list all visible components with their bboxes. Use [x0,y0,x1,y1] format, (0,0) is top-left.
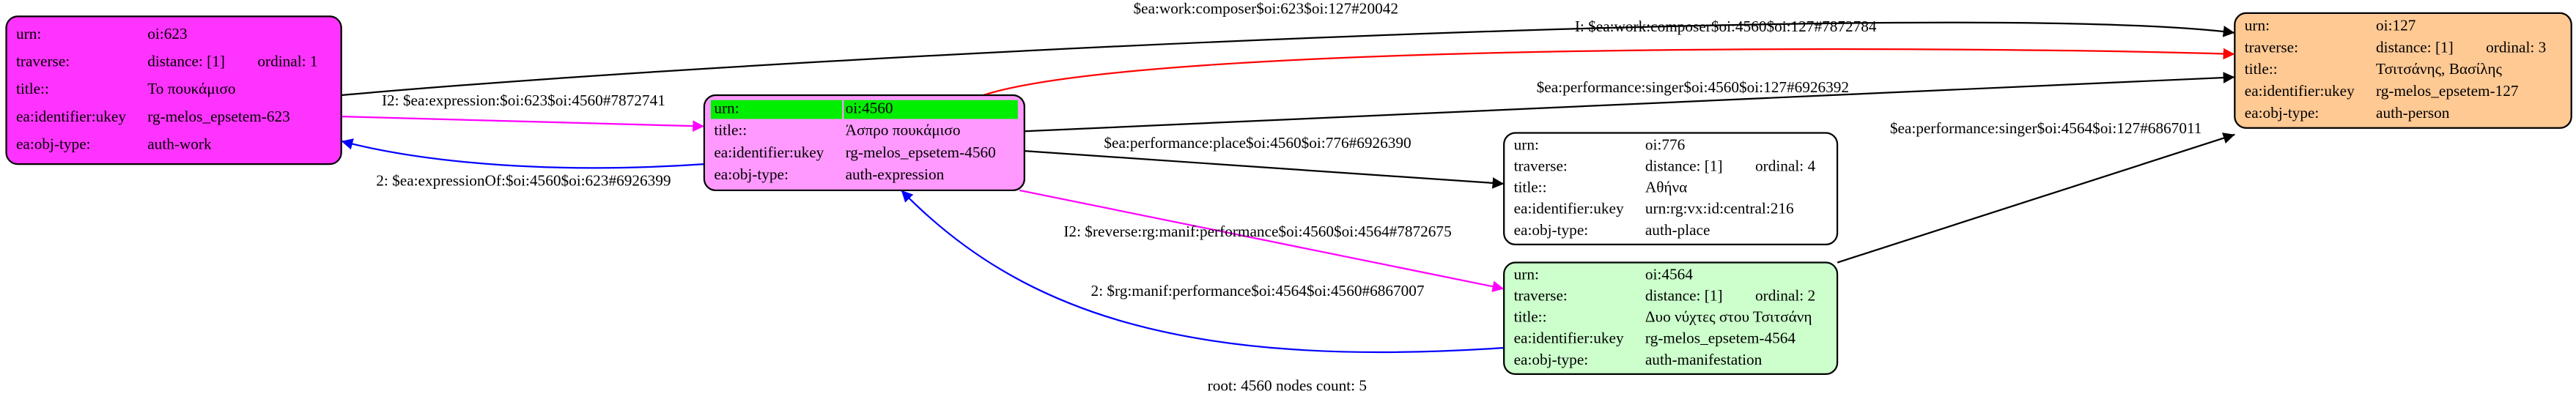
edge [1837,133,2235,264]
row-value: auth-expression [846,165,945,183]
row-value: rg-melos_epsetem-127 [2376,82,2519,100]
edge-label: $ea:performance:place$oi:4560$oi:776#692… [1104,134,1411,152]
edge [1024,150,1505,189]
row-value: rg-melos_epsetem-4564 [1645,330,1796,347]
row-key: ea:identifier:ukey [1514,330,1624,347]
row-key: urn: [16,25,41,42]
edge [983,48,2235,97]
edge [341,138,704,169]
edge [900,190,1505,354]
edge-label: $ea:work:composer$oi:623$oi:127#20042 [1134,0,1398,17]
row-key: traverse: [2245,38,2298,56]
row-value: distance: [1] [1645,286,1723,304]
edge [341,21,2235,97]
row-value: Άσπρο πουκάμισο [846,122,961,139]
row-value: ordinal: 1 [257,52,317,70]
edge-label: 2: $ea:expressionOf:$oi:4560$oi:623#6926… [376,172,671,190]
row-key: urn: [1514,135,1539,153]
row-key: ea:identifier:ukey [16,108,126,125]
edge [1024,72,2235,133]
row-key: urn: [2245,17,2270,34]
row-value: oi:4560 [846,99,893,116]
edge-label: I2: $ea:expression:$oi:623$oi:4560#78727… [382,92,665,109]
edge [1019,189,1505,292]
node-box [1503,132,1839,246]
nodes: urn: oi:623 traverse: distance: [1] ordinal:… [5,12,2572,376]
row-key: traverse: [1514,286,1568,304]
highlight [844,100,1018,119]
row-value: auth-person [2376,104,2450,122]
row-value: auth-work [147,135,212,152]
edge-label: I2: $reverse:rg:manif:performance$oi:456… [1063,223,1451,240]
row-value: oi:623 [147,25,187,42]
row-value: urn:rg:vx:id:central:216 [1645,200,1794,217]
row-value: distance: [1] [2376,38,2454,56]
footer: root: 4560 nodes count: 5 [1208,377,1367,395]
highlight [710,100,843,119]
row-key: ea:obj-type: [16,135,91,152]
row-key: ea:obj-type: [714,165,789,183]
row-value: rg-melos_epsetem-4560 [846,144,996,161]
row-value: oi:776 [1645,135,1685,153]
edge [341,115,704,132]
row-value: oi:127 [2376,17,2416,34]
row-key: traverse: [1514,157,1568,174]
row-key: title:: [2245,60,2278,78]
row-value: Αθήνα [1645,179,1687,196]
row-value: distance: [1] [1645,157,1723,174]
row-key: urn: [714,99,739,116]
edges: $ea:work:composer$oi:623$oi:127#20042 I: … [341,0,2235,354]
row-key: title:: [16,80,49,97]
edge-label: 2: $rg:manif:performance$oi:4564$oi:4560… [1091,282,1425,299]
row-value: rg-melos_epsetem-623 [147,108,290,125]
row-key: ea:obj-type: [2245,104,2319,122]
row-key: ea:obj-type: [1514,351,1589,368]
row-key: ea:identifier:ukey [714,144,824,161]
row-value: ordinal: 3 [2486,38,2546,56]
node-box [2234,12,2572,129]
row-key: ea:identifier:ukey [1514,200,1624,217]
node-box [1503,261,1839,376]
row-value: auth-manifestation [1645,351,1763,368]
row-key: ea:identifier:ukey [2245,82,2355,100]
row-value: ordinal: 2 [1755,286,1815,304]
node-box [5,15,342,165]
row-value: ordinal: 4 [1755,157,1815,174]
row-value: oi:4564 [1645,265,1693,283]
row-value: auth-place [1645,221,1710,239]
row-key: title:: [1514,308,1547,326]
row-key: title:: [714,122,747,139]
edge-label: $ea:performance:singer$oi:4564$oi:127#68… [1890,119,2202,137]
row-key: ea:obj-type: [1514,221,1589,239]
row-key: urn: [1514,265,1539,283]
row-value: Δυο νύχτες στου Τσιτσάνη [1645,308,1812,326]
row-key: title:: [1514,179,1547,196]
row-value: Το πουκάμισο [147,80,235,97]
row-key: traverse: [16,52,70,70]
edge-label: I: $ea:work:composer$oi:4560$oi:127#7872… [1575,18,1877,35]
edge-label: $ea:performance:singer$oi:4560$oi:127#69… [1537,78,1849,96]
row-value: Τσιτσάνης, Βασίλης [2376,60,2502,78]
row-value: distance: [1] [147,52,225,70]
